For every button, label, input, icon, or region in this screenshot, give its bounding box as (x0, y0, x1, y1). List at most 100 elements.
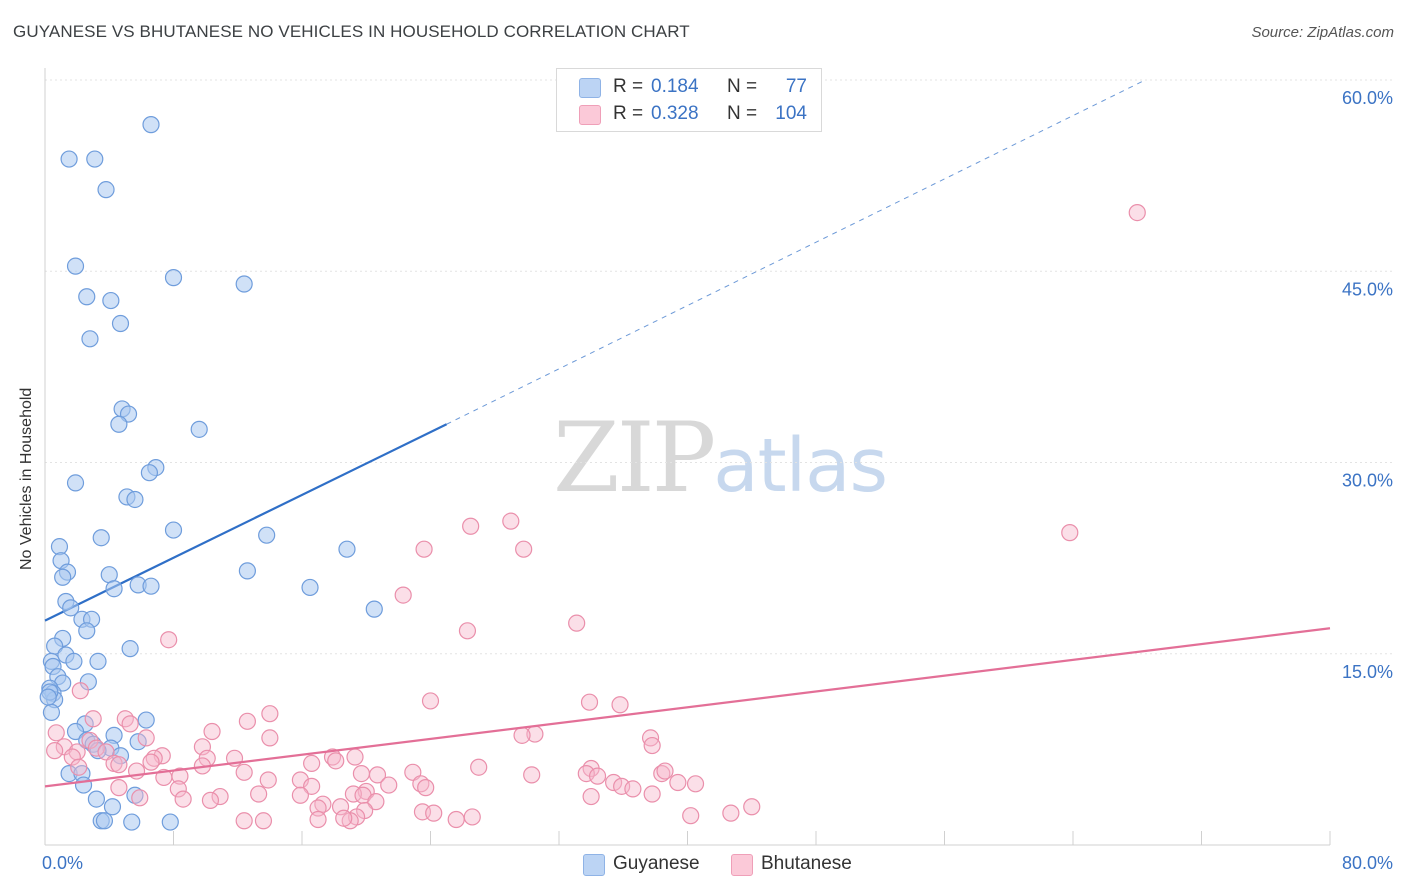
bhutanese-point (653, 764, 671, 783)
y-axis-title: No Vehicles in Household (18, 387, 35, 570)
bhutanese-point (87, 739, 106, 757)
guyanese-point (190, 420, 208, 438)
bhutanese-point (582, 787, 600, 806)
bhutanese-point (580, 693, 599, 711)
bhutanese-point (47, 724, 65, 742)
guyanese-point (42, 703, 61, 722)
bhutanese-point (121, 715, 139, 733)
zipatlas-watermark: ZIPatlas (553, 402, 888, 514)
bhutanese-point (259, 771, 277, 789)
bhutanese-point (577, 764, 595, 783)
n-value: 77 (785, 76, 807, 97)
bhutanese-point (46, 742, 64, 760)
guyanese-point (81, 330, 99, 348)
bhutanese-point (238, 712, 256, 730)
guyanese-point (164, 269, 183, 287)
bhutanese-point (605, 773, 623, 792)
y-tick-label: 45.0% (1342, 279, 1393, 299)
r-value: 0.184 (651, 76, 699, 97)
watermark-zip: ZIP (553, 402, 716, 514)
bhutanese-legend-swatch (731, 854, 753, 876)
guyanese-point (78, 288, 96, 306)
bhutanese-point (63, 748, 81, 766)
bhutanese-point (303, 777, 321, 795)
tick-labels: 15.0% 30.0% 45.0% 60.0% 0.0% 80.0% (42, 88, 1393, 873)
guyanese-point (66, 474, 85, 492)
guyanese-point (66, 722, 85, 741)
bhutanese-legend-label: Bhutanese (761, 853, 852, 874)
guyanese-point (60, 150, 78, 168)
bhutanese-point (160, 631, 178, 649)
guyanese-point (89, 652, 107, 671)
guyanese-legend-label: Guyanese (613, 853, 700, 874)
watermark-atlas: atlas (713, 423, 888, 509)
guyanese-point (102, 291, 120, 310)
x-tick-label: 0.0% (42, 853, 83, 873)
bhutanese-point (523, 766, 541, 784)
bhutanese-point (235, 812, 253, 830)
guyanese-swatch (579, 78, 601, 98)
bhutanese-point (502, 512, 520, 530)
guyanese-point (111, 314, 130, 333)
bhutanese-point (394, 586, 412, 604)
stats-legend: R = 0.184 N = 77 R = 0.328 N = 104 (556, 68, 822, 132)
guyanese-point (103, 798, 122, 816)
y-tick-label: 15.0% (1342, 662, 1393, 682)
guyanese-point (65, 652, 83, 671)
guyanese-legend-swatch (583, 854, 605, 876)
bhutanese-point (110, 779, 128, 797)
bhutanese-point (346, 748, 364, 766)
bhutanese-point (142, 753, 160, 771)
bhutanese-point (447, 810, 465, 829)
bhutanese-point (291, 786, 309, 804)
guyanese-point (97, 181, 115, 199)
guyanese-points (39, 116, 383, 831)
bhutanese-point (656, 762, 674, 780)
guyanese-point (142, 577, 160, 595)
guyanese-point (86, 150, 104, 168)
bhutanese-point (155, 768, 173, 787)
bhutanese-point (70, 758, 88, 776)
r-label: R = (613, 76, 644, 97)
guyanese-point (39, 688, 57, 706)
guyanese-trend (44, 79, 1146, 622)
axes (44, 68, 1331, 846)
bhutanese-point (669, 773, 687, 792)
r-label: R = (613, 103, 644, 124)
guyanese-point (142, 116, 160, 134)
bhutanese-point (686, 775, 705, 793)
guyanese-point (126, 490, 144, 509)
bhutanese-point (368, 766, 387, 784)
bhutanese-point (367, 793, 385, 811)
bhutanese-swatch (579, 105, 601, 125)
bhutanese-point (470, 758, 488, 776)
bhutanese-point (588, 767, 607, 785)
guyanese-point (235, 275, 253, 293)
guyanese-point (66, 257, 85, 275)
x-tick-label: 80.0% (1342, 853, 1393, 873)
guyanese-point (140, 464, 159, 482)
bhutanese-point (613, 777, 631, 795)
bhutanese-trend (44, 627, 1331, 788)
bhutanese-point (169, 780, 187, 798)
bhutanese-point (417, 779, 435, 797)
guyanese-point (258, 526, 276, 544)
bhutanese-point (682, 807, 700, 825)
r-value: 0.328 (651, 103, 699, 124)
bhutanese-point (743, 798, 761, 816)
guyanese-point (137, 711, 155, 729)
bhutanese-point (110, 756, 128, 774)
bhutanese-point (84, 710, 102, 728)
bhutanese-point (116, 710, 134, 728)
bhutanese-point (303, 754, 321, 773)
bhutanese-points (46, 204, 1146, 830)
guyanese-point (164, 521, 183, 539)
bhutanese-point (624, 780, 642, 798)
guyanese-point (301, 578, 319, 597)
guyanese-point (161, 813, 179, 831)
bhutanese-point (131, 789, 149, 807)
guyanese-point (129, 733, 147, 751)
bhutanese-point (261, 729, 279, 747)
guyanese-point (54, 568, 72, 586)
